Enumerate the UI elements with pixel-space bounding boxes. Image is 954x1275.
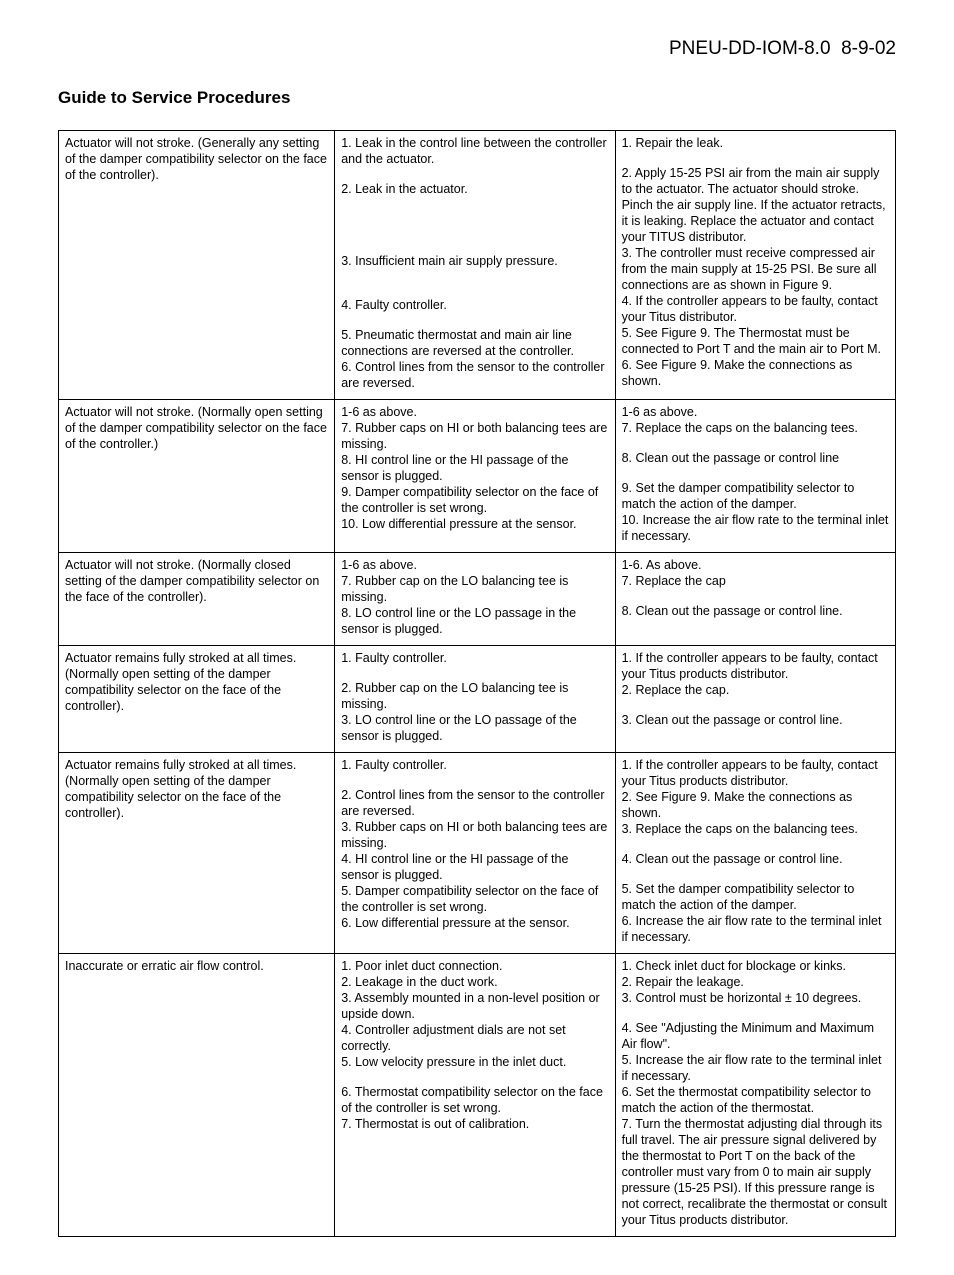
cause-line: 2. Leakage in the duct work. bbox=[341, 974, 608, 990]
remedy-line: 1. Repair the leak. bbox=[622, 135, 889, 151]
remedy-line: 9. Set the damper compatibility selector… bbox=[622, 480, 889, 512]
remedy-line: 3. Clean out the passage or control line… bbox=[622, 712, 889, 728]
table-row: Actuator will not stroke. (Normally open… bbox=[59, 400, 896, 553]
service-table: Actuator will not stroke. (Generally any… bbox=[58, 130, 896, 1237]
remedy-line: 5. Increase the air flow rate to the ter… bbox=[622, 1052, 889, 1084]
remedy-line: 4. Clean out the passage or control line… bbox=[622, 851, 889, 867]
remedies-cell: 1. If the controller appears to be fault… bbox=[615, 753, 895, 954]
remedy-line: 7. Replace the caps on the balancing tee… bbox=[622, 420, 889, 436]
cause-line: 7. Rubber caps on HI or both balancing t… bbox=[341, 420, 608, 452]
cause-line: 5. Pneumatic thermostat and main air lin… bbox=[341, 327, 608, 359]
cause-line: 1. Poor inlet duct connection. bbox=[341, 958, 608, 974]
cause-line: 6. Thermostat compatibility selector on … bbox=[341, 1084, 608, 1116]
remedies-cell: 1-6 as above.7. Replace the caps on the … bbox=[615, 400, 895, 553]
remedy-line: 7. Replace the cap bbox=[622, 573, 889, 589]
cause-line: 7. Rubber cap on the LO balancing tee is… bbox=[341, 573, 608, 605]
causes-cell: 1. Faulty controller. 2. Control lines fr… bbox=[335, 753, 615, 954]
cause-line: 1. Leak in the control line between the … bbox=[341, 135, 608, 167]
remedy-line: 1. If the controller appears to be fault… bbox=[622, 650, 889, 682]
remedy-line: 5. See Figure 9. The Thermostat must be … bbox=[622, 325, 889, 357]
page-header: PNEU-DD-IOM-8.0 8-9-02 bbox=[58, 38, 896, 60]
remedy-line: 1. Check inlet duct for blockage or kink… bbox=[622, 958, 889, 974]
remedies-cell: 1. If the controller appears to be fault… bbox=[615, 646, 895, 753]
cause-line: 4. HI control line or the HI passage of … bbox=[341, 851, 608, 883]
cause-line: 3. Assembly mounted in a non-level posit… bbox=[341, 990, 608, 1022]
remedy-line: 6. Set the thermostat compatibility sele… bbox=[622, 1084, 889, 1116]
remedies-cell: 1. Check inlet duct for blockage or kink… bbox=[615, 954, 895, 1237]
cause-line: 1. Faulty controller. bbox=[341, 757, 608, 773]
cause-line: 3. Insufficient main air supply pressure… bbox=[341, 253, 608, 269]
cause-line: 9. Damper compatibility selector on the … bbox=[341, 484, 608, 516]
remedy-line: 3. Replace the caps on the balancing tee… bbox=[622, 821, 889, 837]
table-row: Actuator will not stroke. (Generally any… bbox=[59, 131, 896, 400]
problem-cell: Actuator will not stroke. (Normally open… bbox=[59, 400, 335, 553]
cause-line: 2. Control lines from the sensor to the … bbox=[341, 787, 608, 819]
cause-line: 10. Low differential pressure at the sen… bbox=[341, 516, 608, 532]
remedy-line: 7. Turn the thermostat adjusting dial th… bbox=[622, 1116, 889, 1228]
remedy-line: 2. Replace the cap. bbox=[622, 682, 889, 698]
remedy-line: 3. Control must be horizontal ± 10 degre… bbox=[622, 990, 889, 1006]
cause-line: 2. Rubber cap on the LO balancing tee is… bbox=[341, 680, 608, 712]
doc-id: PNEU-DD-IOM-8.0 bbox=[669, 38, 831, 59]
remedy-line: 2. Apply 15-25 PSI air from the main air… bbox=[622, 165, 889, 245]
cause-line: 7. Thermostat is out of calibration. bbox=[341, 1116, 608, 1132]
cause-line: 3. Rubber caps on HI or both balancing t… bbox=[341, 819, 608, 851]
causes-cell: 1-6 as above.7. Rubber caps on HI or bot… bbox=[335, 400, 615, 553]
table-row: Actuator remains fully stroked at all ti… bbox=[59, 753, 896, 954]
cause-line: 5. Low velocity pressure in the inlet du… bbox=[341, 1054, 608, 1070]
remedy-line: 4. See "Adjusting the Minimum and Maximu… bbox=[622, 1020, 889, 1052]
table-row: Actuator remains fully stroked at all ti… bbox=[59, 646, 896, 753]
cause-line: 1. Faulty controller. bbox=[341, 650, 608, 666]
cause-line: 2. Leak in the actuator. bbox=[341, 181, 608, 197]
remedy-line: 2. See Figure 9. Make the connections as… bbox=[622, 789, 889, 821]
cause-line: 3. LO control line or the LO passage of … bbox=[341, 712, 608, 744]
cause-line: 4. Faulty controller. bbox=[341, 297, 608, 313]
causes-cell: 1. Leak in the control line between the … bbox=[335, 131, 615, 400]
doc-date: 8-9-02 bbox=[841, 38, 896, 59]
remedies-cell: 1. Repair the leak. 2. Apply 15-25 PSI ai… bbox=[615, 131, 895, 400]
remedies-cell: 1-6. As above.7. Replace the cap 8. Clean… bbox=[615, 553, 895, 646]
remedy-line: 6. See Figure 9. Make the connections as… bbox=[622, 357, 889, 389]
causes-cell: 1. Faulty controller. 2. Rubber cap on th… bbox=[335, 646, 615, 753]
remedy-line: 3. The controller must receive compresse… bbox=[622, 245, 889, 293]
table-row: Actuator will not stroke. (Normally clos… bbox=[59, 553, 896, 646]
cause-line: 6. Control lines from the sensor to the … bbox=[341, 359, 608, 391]
remedy-line: 10. Increase the air flow rate to the te… bbox=[622, 512, 889, 544]
problem-cell: Actuator remains fully stroked at all ti… bbox=[59, 753, 335, 954]
cause-line: 4. Controller adjustment dials are not s… bbox=[341, 1022, 608, 1054]
cause-line: 8. LO control line or the LO passage in … bbox=[341, 605, 608, 637]
remedy-line: 1. If the controller appears to be fault… bbox=[622, 757, 889, 789]
section-title: Guide to Service Procedures bbox=[58, 88, 896, 108]
remedy-line: 1-6 as above. bbox=[622, 404, 889, 420]
causes-cell: 1-6 as above.7. Rubber cap on the LO bal… bbox=[335, 553, 615, 646]
remedy-line: 6. Increase the air flow rate to the ter… bbox=[622, 913, 889, 945]
problem-cell: Actuator remains fully stroked at all ti… bbox=[59, 646, 335, 753]
remedy-line: 8. Clean out the passage or control line… bbox=[622, 603, 889, 619]
remedy-line: 1-6. As above. bbox=[622, 557, 889, 573]
problem-cell: Actuator will not stroke. (Generally any… bbox=[59, 131, 335, 400]
cause-line: 8. HI control line or the HI passage of … bbox=[341, 452, 608, 484]
cause-line: 1-6 as above. bbox=[341, 404, 608, 420]
problem-cell: Actuator will not stroke. (Normally clos… bbox=[59, 553, 335, 646]
remedy-line: 8. Clean out the passage or control line bbox=[622, 450, 889, 466]
problem-cell: Inaccurate or erratic air flow control. bbox=[59, 954, 335, 1237]
cause-line: 1-6 as above. bbox=[341, 557, 608, 573]
cause-line: 5. Damper compatibility selector on the … bbox=[341, 883, 608, 915]
causes-cell: 1. Poor inlet duct connection.2. Leakage… bbox=[335, 954, 615, 1237]
remedy-line: 2. Repair the leakage. bbox=[622, 974, 889, 990]
cause-line: 6. Low differential pressure at the sens… bbox=[341, 915, 608, 931]
table-row: Inaccurate or erratic air flow control.1… bbox=[59, 954, 896, 1237]
remedy-line: 4. If the controller appears to be fault… bbox=[622, 293, 889, 325]
remedy-line: 5. Set the damper compatibility selector… bbox=[622, 881, 889, 913]
